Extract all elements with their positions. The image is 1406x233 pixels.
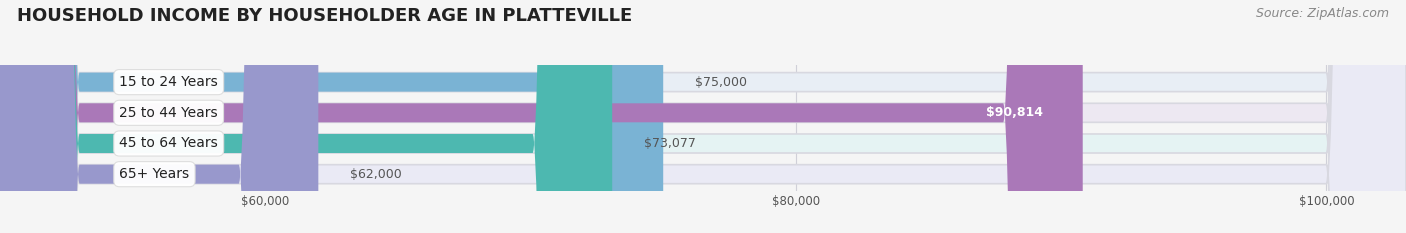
Text: Source: ZipAtlas.com: Source: ZipAtlas.com [1256, 7, 1389, 20]
Text: $90,814: $90,814 [986, 106, 1043, 119]
Text: 15 to 24 Years: 15 to 24 Years [120, 75, 218, 89]
Text: 65+ Years: 65+ Years [120, 167, 190, 181]
Text: $73,077: $73,077 [644, 137, 696, 150]
Text: HOUSEHOLD INCOME BY HOUSEHOLDER AGE IN PLATTEVILLE: HOUSEHOLD INCOME BY HOUSEHOLDER AGE IN P… [17, 7, 633, 25]
Text: $62,000: $62,000 [350, 168, 402, 181]
FancyBboxPatch shape [0, 0, 612, 233]
FancyBboxPatch shape [0, 0, 1083, 233]
Text: 25 to 44 Years: 25 to 44 Years [120, 106, 218, 120]
FancyBboxPatch shape [0, 0, 318, 233]
Text: $75,000: $75,000 [695, 76, 747, 89]
Text: 45 to 64 Years: 45 to 64 Years [120, 137, 218, 151]
FancyBboxPatch shape [0, 0, 664, 233]
